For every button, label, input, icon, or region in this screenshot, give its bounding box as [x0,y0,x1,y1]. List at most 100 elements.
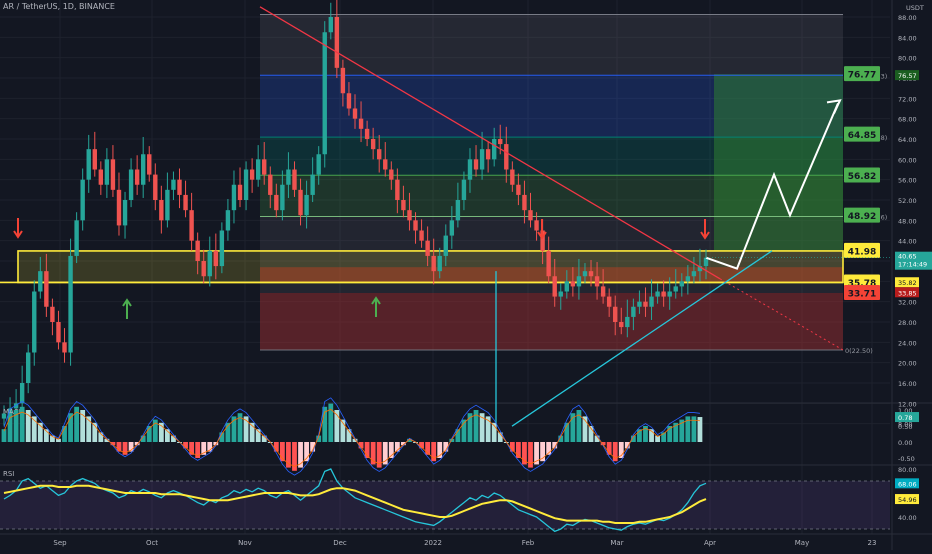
macd-bar-23 [140,435,146,442]
zones-layer [0,14,844,350]
price-tick-3: 20.00 [898,360,917,368]
candle-body-78 [473,159,479,170]
macd-bar-100 [606,442,612,455]
candle-body-17 [104,159,110,185]
macd-bar-87 [528,442,533,468]
candle-body-0 [1,413,7,419]
last-price-label: 40.65 [898,253,917,261]
candle-body-59 [358,118,364,129]
candle-body-15 [92,149,97,170]
candle-body-49 [298,189,303,216]
candle-body-34 [207,250,212,277]
descending-trendline [259,6,721,280]
price-tick-16: 72.00 [898,95,917,103]
candle-body-64 [389,169,394,180]
candle-body-58 [352,108,358,119]
macd-bar-97 [588,426,594,442]
rsi-ma-line [3,484,707,524]
candle-body-77 [467,159,473,180]
candle-body-51 [310,174,315,195]
macd-bar-95 [576,410,582,442]
macd-bar-60 [364,442,370,458]
macd-bar-104 [630,435,636,442]
up-arrow-1 [371,296,381,317]
price-tick-15: 68.00 [898,116,917,124]
candle-body-71 [431,255,436,272]
macd-bar-88 [534,442,539,465]
macd-bar-72 [437,442,443,458]
candle-body-30 [183,194,188,211]
time-tick-5: Feb [522,539,535,547]
macd-bar-93 [564,422,570,442]
macd-value-badge [895,412,919,423]
candle-body-115 [697,266,703,272]
macd-bar-8 [50,435,55,442]
candle-body-14 [86,149,91,180]
candle-body-56 [340,67,346,94]
macd-bar-98 [594,435,600,442]
macd-tick-0: -0.50 [898,455,915,463]
macd-bar-5 [31,416,37,442]
time-tick-7: Apr [704,539,716,547]
candle-body-112 [679,281,684,287]
macd-bar-57 [346,429,352,442]
macd-bar-86 [522,442,527,465]
candle-body-35 [213,250,219,267]
macd-bar-54 [328,403,334,442]
macd-bar-96 [582,416,588,442]
macd-bar-112 [679,419,685,442]
macd-bar-21 [128,442,134,452]
candle-body-6 [38,271,43,292]
axis-badge-label-0: 76.57 [898,72,917,80]
candle-body-113 [685,276,691,282]
price-tick-10: 48.00 [898,217,917,225]
rsi-band [0,481,890,529]
candle-body-44 [268,174,273,195]
candle-body-114 [691,271,697,277]
candle-body-10 [62,342,67,353]
axis-badge-0 [895,70,919,81]
macd-bar-6 [37,422,43,442]
price-tick-4: 24.00 [898,339,917,347]
time-tick-4: 2022 [424,539,442,547]
macd-bar-66 [401,442,406,446]
candle-body-45 [274,194,279,211]
candle-body-29 [177,179,182,195]
target-zone [714,74,843,251]
macd-bar-26 [158,422,164,442]
candle-body-7 [44,271,49,307]
candle-body-107 [649,296,654,307]
candle-body-27 [165,189,170,221]
macd-bar-33 [201,442,207,455]
ascending-trendline [511,250,773,427]
candle-body-102 [619,322,624,328]
projection-path [705,103,839,270]
candle-body-83 [504,144,509,170]
candle-body-11 [68,255,73,353]
macd-bar-114 [691,416,697,442]
candle-body-65 [395,179,400,200]
macd-bar-58 [352,438,358,442]
macd-bar-35 [213,442,219,446]
macd-bar-105 [637,429,642,442]
macd-bar-7 [43,429,49,442]
candle-body-96 [582,271,588,277]
price-box-label-5: 35.78 [848,279,876,289]
candle-body-9 [56,322,61,343]
countdown-label: 17:14:49 [898,261,927,269]
candle-body-106 [643,301,648,307]
macd-bar-24 [146,426,152,442]
macd-bar-82 [497,432,503,442]
candle-body-76 [461,179,467,200]
macd-bar-79 [479,413,485,442]
candle-body-52 [316,154,321,175]
candle-body-82 [498,139,503,145]
candle-body-90 [546,250,551,277]
candle-body-110 [667,291,672,297]
candle-body-89 [540,230,545,251]
candle-body-2 [13,403,19,409]
price-box-label-2: 56.82 [848,172,876,182]
